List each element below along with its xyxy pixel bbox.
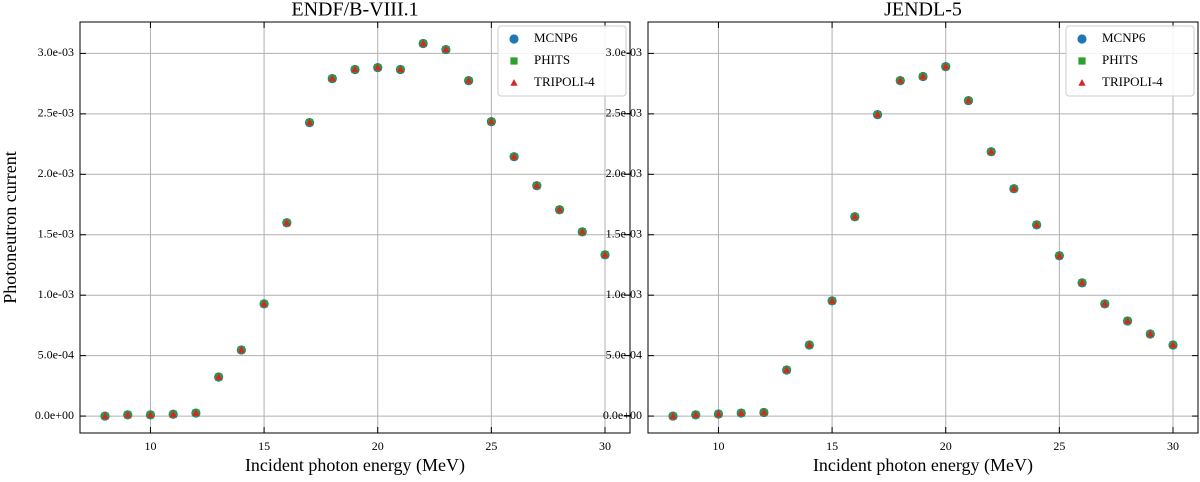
legend-marker [510, 57, 518, 65]
data-point [146, 410, 155, 418]
legend-marker [510, 79, 518, 86]
data-point [1146, 329, 1154, 337]
x-tick-label: 10 [712, 439, 724, 453]
data-point [896, 76, 904, 84]
y-tick-label: 5.0e-04 [606, 347, 642, 361]
data-point [351, 65, 359, 73]
x-axis-label: Incident photon energy (MeV) [813, 455, 1033, 476]
y-tick-label: 3.0e-03 [606, 45, 642, 59]
data-point [192, 409, 200, 416]
y-tick-label: 3.0e-03 [38, 45, 74, 59]
legend-label: MCNP6 [534, 30, 578, 45]
data-point [487, 117, 495, 125]
y-tick-label: 1.5e-03 [606, 227, 642, 241]
data-point [305, 118, 314, 126]
data-point [555, 205, 564, 213]
chart-title: ENDF/B-VIII.1 [291, 0, 418, 21]
data-point [828, 296, 836, 304]
legend-marker [1078, 79, 1086, 86]
legend-marker [1077, 34, 1087, 44]
legend-label: PHITS [1102, 52, 1138, 67]
x-tick-label: 30 [599, 439, 611, 453]
legend-label: MCNP6 [1102, 30, 1146, 45]
legend-label: TRIPOLI-4 [1102, 74, 1163, 89]
data-point [1010, 184, 1018, 192]
x-tick-label: 20 [372, 439, 384, 453]
data-point [714, 410, 723, 417]
data-point [1055, 251, 1063, 259]
data-point [169, 410, 177, 418]
data-point [1123, 316, 1132, 324]
data-point [737, 409, 745, 416]
data-point [396, 65, 405, 73]
data-point [260, 299, 268, 307]
plot-frame [647, 21, 1199, 434]
data-point [328, 74, 336, 82]
data-point [533, 181, 541, 189]
data-point [283, 218, 291, 226]
y-tick-label: 2.5e-03 [38, 106, 74, 120]
data-point [578, 227, 586, 235]
data-point [987, 147, 995, 155]
chart-title: JENDL-5 [884, 0, 962, 21]
y-tick-label: 0.0e+00 [603, 408, 642, 422]
legend-marker [509, 34, 519, 44]
data-point [783, 366, 791, 373]
data-point [919, 72, 927, 80]
legend-label: TRIPOLI-4 [534, 74, 595, 89]
data-point [851, 212, 859, 220]
data-point [942, 62, 950, 70]
x-tick-label: 15 [258, 439, 270, 453]
data-point [237, 345, 245, 353]
data-point [1033, 220, 1041, 228]
y-tick-label: 5.0e-04 [38, 347, 74, 361]
data-point [669, 412, 677, 419]
legend-marker [1078, 57, 1086, 65]
y-tick-label: 2.0e-03 [38, 166, 74, 180]
x-tick-label: 10 [144, 439, 156, 453]
y-tick-label: 2.0e-03 [606, 166, 642, 180]
data-point [805, 340, 813, 348]
data-point [692, 410, 700, 418]
data-point [601, 250, 609, 258]
y-tick-label: 1.5e-03 [38, 227, 74, 241]
data-point [101, 412, 109, 419]
y-tick-label: 1.0e-03 [606, 287, 642, 301]
y-tick-label: 0.0e+00 [35, 408, 74, 422]
data-point [124, 410, 132, 418]
legend-box [1065, 25, 1195, 97]
x-tick-label: 25 [1053, 439, 1065, 453]
data-point [1169, 340, 1177, 348]
data-point [215, 373, 223, 380]
data-point [1078, 278, 1086, 286]
data-point [873, 110, 882, 118]
data-point [964, 96, 973, 104]
data-point [465, 76, 473, 84]
legend-box [497, 25, 627, 97]
x-tick-label: 25 [485, 439, 497, 453]
data-point [442, 45, 450, 53]
data-point [760, 408, 768, 416]
y-tick-label: 1.0e-03 [38, 287, 74, 301]
y-axis-label: Photoneutron current [0, 151, 20, 303]
data-point [374, 63, 382, 71]
y-tick-label: 2.5e-03 [606, 106, 642, 120]
x-tick-label: 30 [1167, 439, 1179, 453]
x-tick-label: 15 [826, 439, 838, 453]
plot-frame [79, 21, 631, 434]
x-axis-label: Incident photon energy (MeV) [245, 455, 465, 476]
data-point [510, 152, 518, 160]
data-point [1101, 299, 1109, 307]
data-point [419, 39, 427, 47]
legend-label: PHITS [534, 52, 570, 67]
x-tick-label: 20 [940, 439, 952, 453]
